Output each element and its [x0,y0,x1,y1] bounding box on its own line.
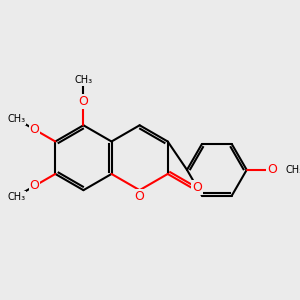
Text: O: O [29,179,39,193]
Text: O: O [79,95,88,108]
Text: O: O [192,181,202,194]
Text: O: O [267,164,277,176]
Text: CH₃: CH₃ [7,114,25,124]
Text: CH₃: CH₃ [7,192,25,202]
Text: CH₃: CH₃ [74,75,92,85]
Text: CH₃: CH₃ [285,165,300,175]
Text: O: O [135,190,145,203]
Text: O: O [29,123,39,136]
